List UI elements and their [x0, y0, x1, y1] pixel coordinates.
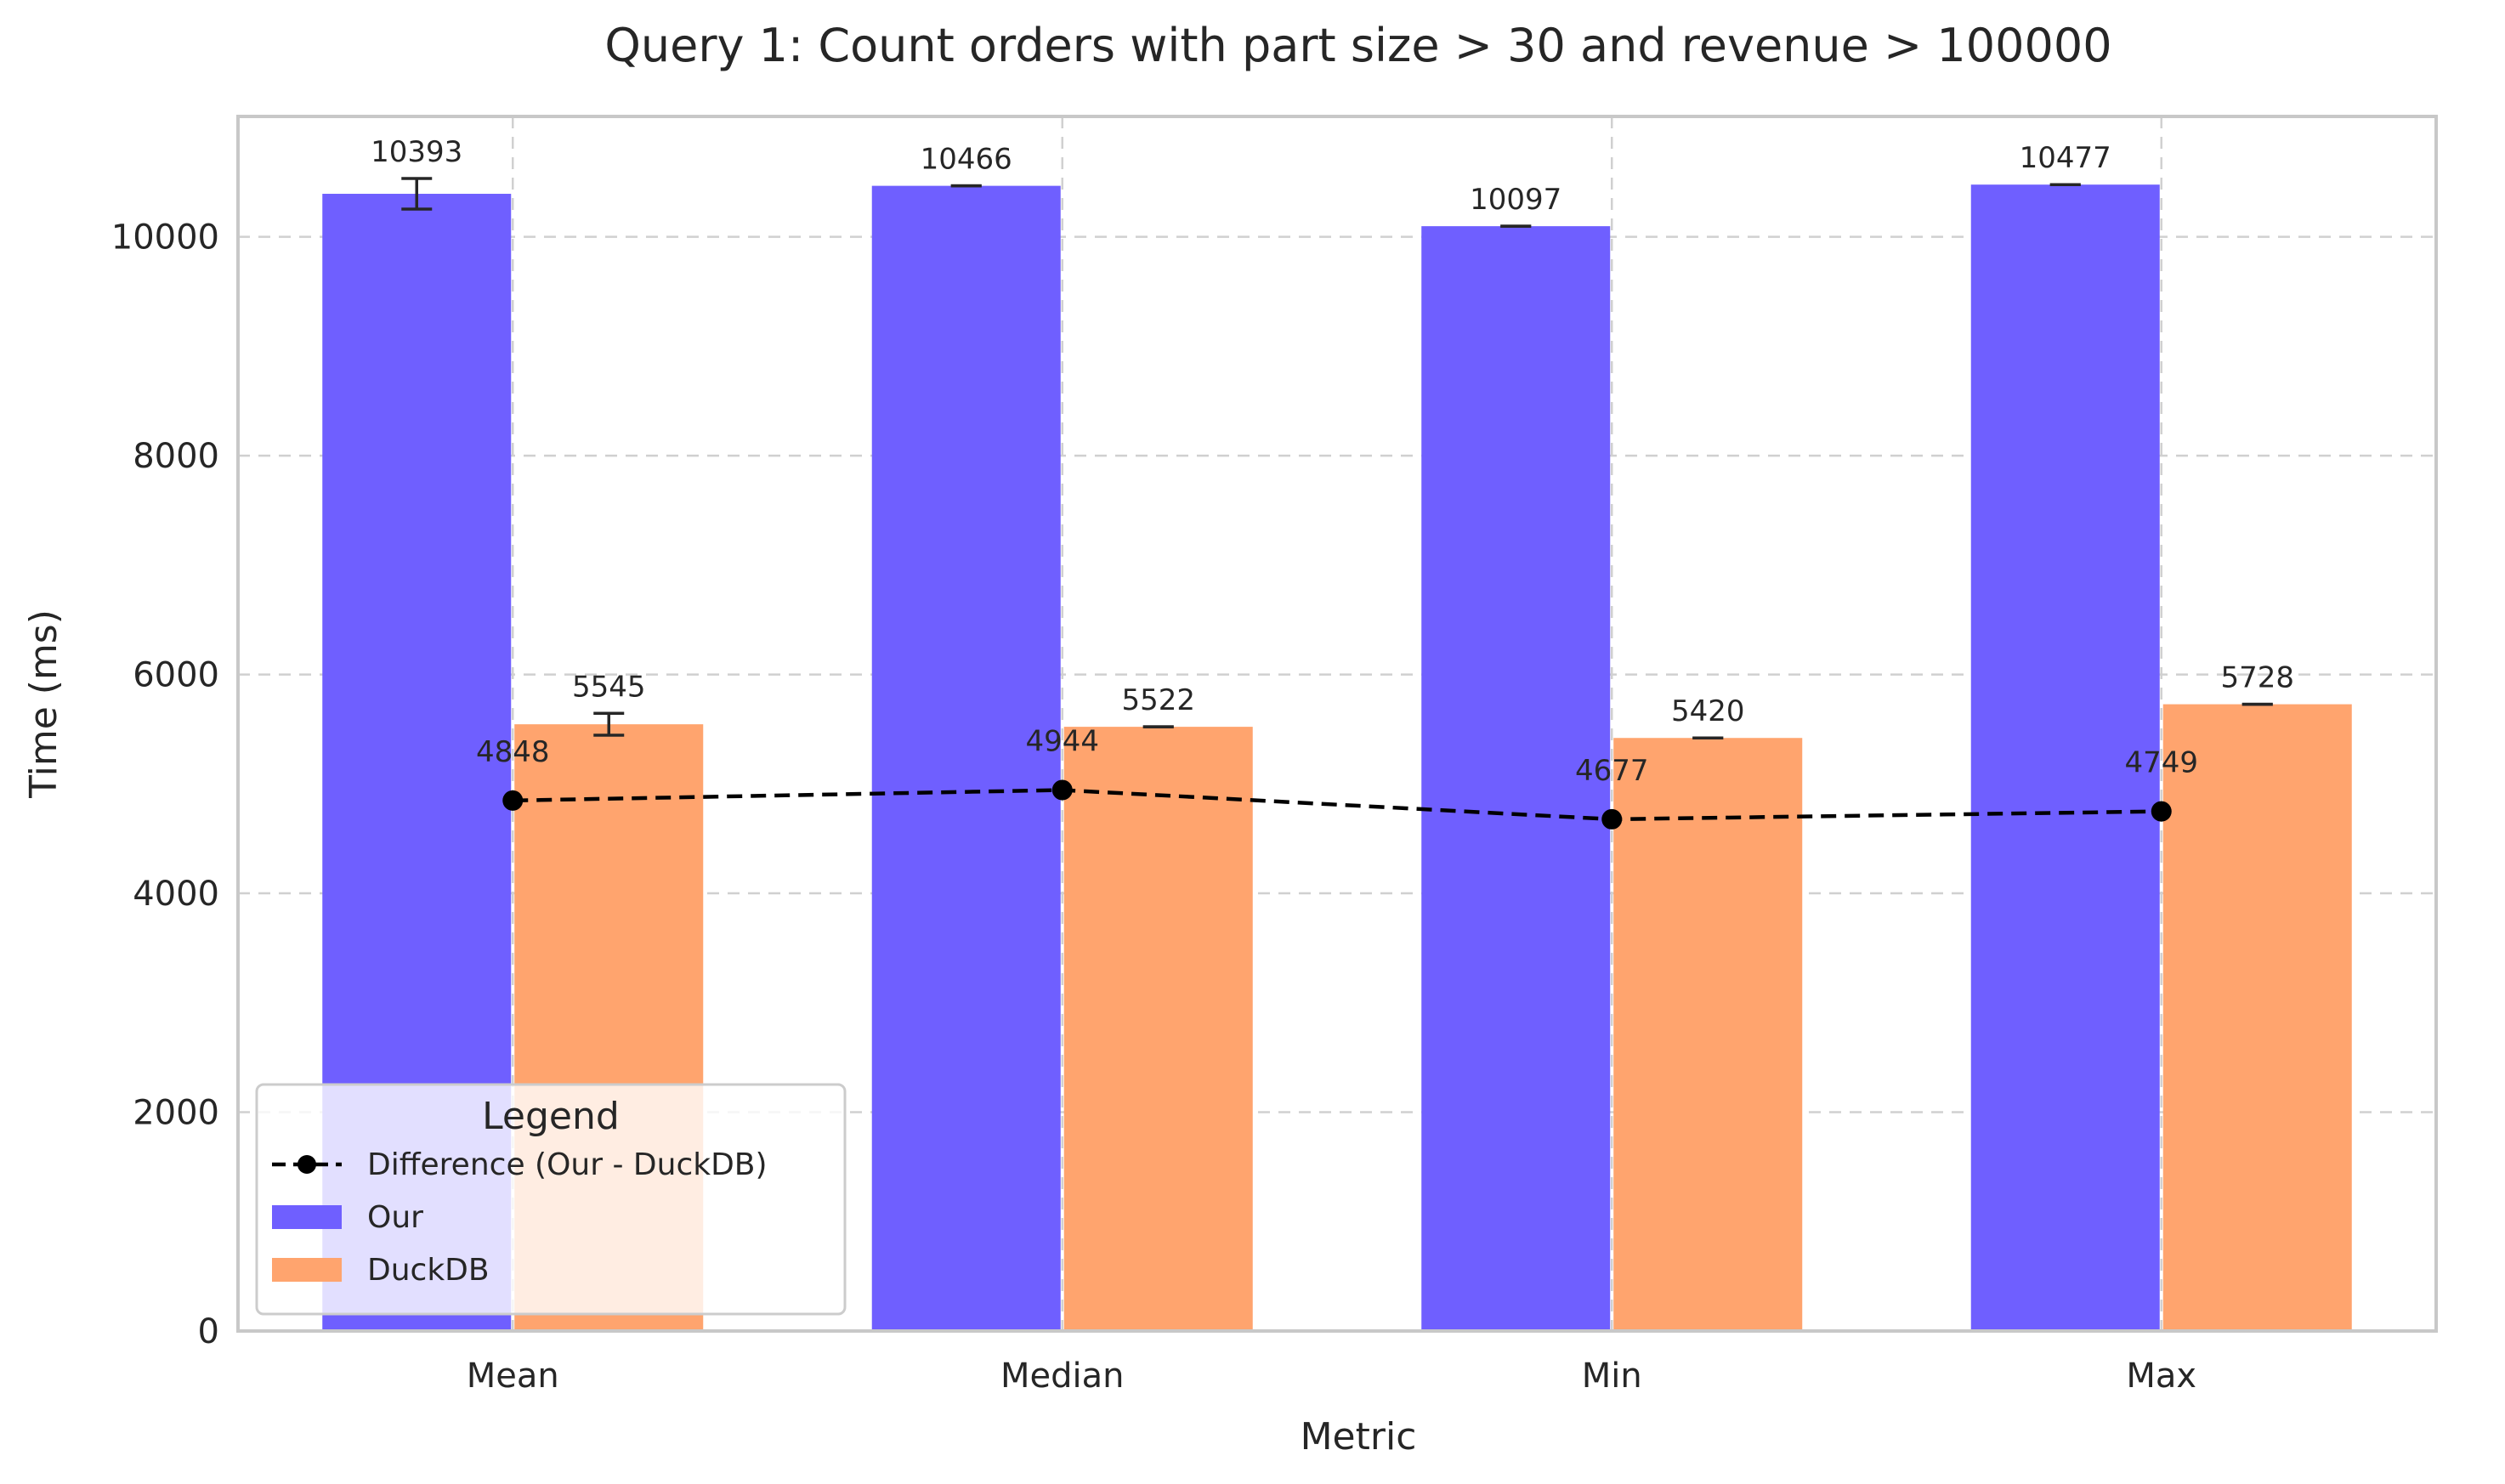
legend-color-swatch — [272, 1205, 342, 1229]
y-tick-label: 10000 — [111, 218, 219, 258]
bar-our-median — [871, 185, 1061, 1331]
difference-marker — [1601, 808, 1623, 830]
difference-marker — [502, 790, 524, 811]
tick-labels: 0 2000 4000 6000 8000 10000 Mean Median Min Max — [111, 218, 2196, 1396]
bar-value-label: 5545 — [572, 670, 646, 704]
difference-value-label: 4848 — [476, 735, 550, 769]
bar-duckdb-min — [1613, 738, 1803, 1331]
legend-entry-label: Our — [367, 1200, 423, 1235]
legend-entry-label: Difference (Our - DuckDB) — [367, 1147, 768, 1182]
chart-title: Query 1: Count orders with part size > 3… — [604, 19, 2111, 72]
bar-value-label: 10393 — [371, 135, 462, 169]
x-tick-label: Median — [1000, 1357, 1125, 1396]
bar-value-label: 10466 — [921, 143, 1012, 177]
bar-value-label: 10477 — [2020, 141, 2111, 175]
y-tick-label: 2000 — [133, 1094, 219, 1133]
x-tick-label: Mean — [467, 1357, 559, 1396]
y-tick-label: 4000 — [133, 875, 219, 914]
x-tick-label: Max — [2126, 1357, 2196, 1396]
bar-duckdb-max — [2162, 704, 2352, 1331]
difference-value-label: 4944 — [1025, 725, 1099, 759]
x-axis-label: Metric — [1301, 1415, 1417, 1459]
y-tick-label: 6000 — [133, 656, 219, 695]
legend-color-swatch — [272, 1258, 342, 1282]
bar-value-label: 5728 — [2220, 661, 2294, 695]
legend-box — [255, 1083, 847, 1316]
y-axis-label: Time (ms) — [22, 609, 65, 799]
legend-title: Legend — [482, 1095, 620, 1138]
bar-value-label: 5522 — [1121, 683, 1195, 717]
difference-marker — [2151, 801, 2172, 822]
difference-marker — [1051, 779, 1073, 801]
plot-frame — [236, 115, 2438, 1333]
legend: Legend Difference (Our - DuckDB) Our DuckDB — [255, 1083, 847, 1316]
legend-entry-label: DuckDB — [367, 1253, 490, 1288]
bar-value-label: 10097 — [1470, 183, 1561, 217]
difference-polyline — [513, 788, 2162, 822]
y-tick-label: 0 — [198, 1312, 219, 1351]
bar-our-max — [1970, 184, 2160, 1332]
bar-our-min — [1421, 226, 1611, 1331]
difference-value-label: 4749 — [2124, 746, 2198, 780]
legend-marker-swatch — [298, 1155, 316, 1174]
bar-value-label: 5420 — [1671, 694, 1745, 728]
x-tick-label: Min — [1582, 1357, 1642, 1396]
difference-line — [502, 779, 2172, 830]
bar-duckdb-median — [1063, 727, 1253, 1331]
data-labels: 10393 10466 10097 10477 5545 5522 5420 5728 4848… — [371, 135, 2294, 788]
difference-value-label: 4677 — [1575, 754, 1649, 788]
y-tick-label: 8000 — [133, 437, 219, 476]
